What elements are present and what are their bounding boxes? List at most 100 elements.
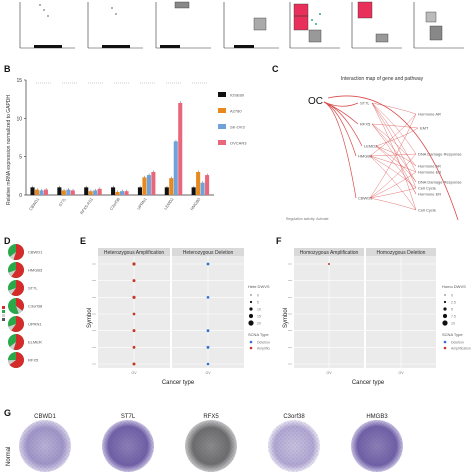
color-legend-title: SCNA Type <box>248 332 269 337</box>
size-legend-dot <box>249 300 253 304</box>
ihc-tissue-texture <box>185 420 237 472</box>
panel-a-subplot <box>223 2 279 49</box>
pathway-node-label: Hormone ER <box>418 170 441 175</box>
pie-slice <box>13 334 24 350</box>
y-tick-label: 0 <box>19 193 22 199</box>
color-legend-dot <box>443 346 447 350</box>
facet-strip <box>366 248 436 256</box>
bar <box>30 187 35 195</box>
network-edge <box>369 113 417 199</box>
facet-strip <box>98 248 170 256</box>
bar <box>205 175 210 195</box>
hub-label: OC <box>308 96 323 107</box>
x-tick-label: CBWD1 <box>28 196 41 211</box>
pie-slice <box>9 252 16 260</box>
x-tick-label: RFX5-AS1 <box>79 196 95 215</box>
bar <box>196 172 201 195</box>
bar <box>173 141 178 195</box>
pie-slice <box>8 360 16 365</box>
pie-gene-label: RFX5 <box>28 358 39 363</box>
pie-slice <box>8 270 16 277</box>
y-tick-label: 5 <box>19 155 22 161</box>
pie-slice <box>8 324 16 331</box>
size-legend-dot <box>248 313 254 319</box>
panel-label-c: C <box>272 64 279 74</box>
x-tick-label: OV <box>205 371 211 375</box>
facet-strip <box>172 248 244 256</box>
bar <box>146 175 151 195</box>
gene-node-label: LEMD2 <box>364 144 378 149</box>
amplification-point <box>132 279 136 283</box>
pie-gene-label: UPRN1 <box>28 322 42 327</box>
row-label: Normal <box>6 447 12 466</box>
panel-b-bar-chart: Relative mRNA expression normalized to G… <box>6 78 247 215</box>
panel-g-ihc-images: Normal CBWD1 ST7L RFX5 C3orf38 HMGB3 <box>6 414 403 472</box>
bar <box>151 172 156 195</box>
panel-e-dotplot: Symbol Cancer type Heterozygous Amplific… <box>87 248 270 386</box>
panel-label-e: E <box>80 236 87 246</box>
color-legend-dot <box>443 340 447 344</box>
panel-c-interaction-map: Interaction map of gene and pathway OC S… <box>286 76 462 221</box>
chart-legend: IOSE80 A2780 SK-OV3 OVCAR3 <box>218 92 247 146</box>
color-legend-dot <box>249 346 253 350</box>
ihc-gene-label: RFX5 <box>203 414 219 420</box>
gene-node-label: CBWD1 <box>358 196 373 201</box>
color-legend-label: Amplification <box>451 347 471 351</box>
ihc-tissue-texture <box>19 420 71 472</box>
gene-node-label: HMGB3 <box>358 154 373 159</box>
panel-a-subplot <box>351 1 402 49</box>
network-edge <box>371 123 417 167</box>
pathway-node-label: Hormone AR <box>418 112 441 117</box>
bar <box>70 190 75 195</box>
legend-label: OVCAR3 <box>230 141 247 146</box>
size-legend-label: 0 <box>257 294 259 298</box>
ihc-gene-label: C3orf38 <box>283 414 305 420</box>
size-legend-dot <box>444 294 446 296</box>
facet-strip <box>294 248 364 256</box>
panel-a-subplot <box>19 2 75 49</box>
network-edge <box>371 102 417 115</box>
x-tick-label: OV <box>131 371 137 375</box>
network-edge <box>371 102 417 211</box>
ihc-gene-label: CBWD1 <box>34 414 56 420</box>
size-legend-dot <box>443 300 447 304</box>
y-axis-label: Symbol <box>87 308 93 328</box>
pie-gene-label: ST7L <box>28 286 38 291</box>
color-legend-label: Amplification <box>257 347 270 351</box>
deletion-point <box>206 329 210 333</box>
panel-d-pie-column: CBWD1 HMGB3 ST7L C3orf38 UPRN1 ELMER RFX5 <box>2 244 43 368</box>
bar <box>93 190 98 195</box>
network-edge <box>323 101 357 199</box>
x-tick-label: HMGB3 <box>189 196 202 211</box>
bar <box>169 178 174 195</box>
panel-label-f: F <box>276 236 282 246</box>
legend-swatch <box>218 124 226 129</box>
size-legend-dot <box>442 313 448 319</box>
panel-a-subplot <box>155 1 211 49</box>
panel-label-d: D <box>4 236 11 246</box>
x-tick-label: UPRN1 <box>136 196 148 211</box>
bar <box>124 191 129 195</box>
x-tick-label: OV <box>398 371 404 375</box>
pathway-node-label: EMT <box>420 126 429 131</box>
y-tick-label: 15 <box>16 78 22 84</box>
bar <box>97 188 102 195</box>
size-legend-label: 7.5 <box>451 315 456 319</box>
pie-slice <box>16 306 23 314</box>
legend-swatch <box>218 108 226 113</box>
panel-label-g: G <box>4 408 12 418</box>
facet-title: Homozygous Deletion <box>377 250 426 256</box>
size-legend-dot <box>248 320 254 326</box>
size-legend-title: Homo DWVS <box>442 284 466 289</box>
size-legend-label: 20 <box>257 322 261 326</box>
x-axis-label: Cancer type <box>352 380 385 386</box>
x-tick-label: ST7L <box>58 196 68 207</box>
bar <box>66 189 71 195</box>
bar <box>111 187 116 195</box>
bar <box>88 191 93 195</box>
deletion-point <box>206 262 210 266</box>
panel-label-b: B <box>4 64 11 74</box>
size-legend-dot <box>442 320 448 326</box>
amplification-point <box>132 329 136 333</box>
network-edge <box>369 187 417 199</box>
